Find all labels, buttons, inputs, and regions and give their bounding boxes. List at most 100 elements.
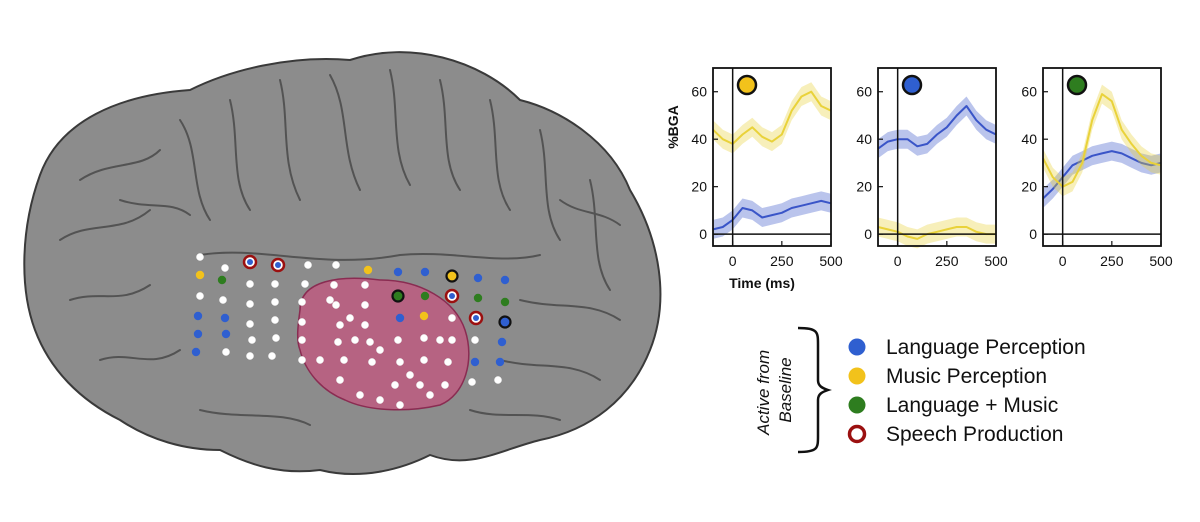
electrode-white [246,280,254,288]
panel-3: 0 20 40 60 0 250 500 [1021,67,1173,269]
electrode-white [248,336,256,344]
x-tick-label: 250 [770,253,794,269]
legend-swatch [848,396,866,414]
electrode-white [376,346,384,354]
electrode-language [497,337,507,347]
series-band [878,217,996,249]
electrode-white [394,336,402,344]
electrode-language-highlight [498,315,512,329]
legend-items: Language Perception Music Perception Langu… [847,336,1086,446]
electrode-language-music [420,291,430,301]
x-tick-label: 250 [1100,253,1124,269]
electrode-language [470,357,480,367]
electrode-white [334,338,342,346]
y-tick-label: 40 [1021,131,1037,147]
legend-item: Language + Music [848,394,1058,417]
y-tick-label: 60 [1021,84,1037,100]
electrode-language-music [473,293,483,303]
electrode-white [330,281,338,289]
electrode-language [395,313,405,323]
electrode-white [268,352,276,360]
x-tick-label: 0 [729,253,737,269]
electrode-white [396,358,404,366]
x-tick-label: 500 [1149,253,1173,269]
y-tick-label: 60 [691,84,707,100]
electrode-language [193,329,203,339]
legend-item: Language Perception [848,336,1086,359]
electrode-music [195,270,205,280]
electrode-white [356,391,364,399]
electrode-white [376,396,384,404]
electrode-white [336,376,344,384]
electrode-white [420,356,428,364]
legend-brace [797,326,832,454]
y-tick-label: 20 [1021,179,1037,195]
electrode-white [361,301,369,309]
y-tick-label: 20 [691,179,707,195]
electrode-white [416,381,424,389]
electrode-white [271,298,279,306]
electrode-white [316,356,324,364]
x-tick-label: 0 [894,253,902,269]
panel-1: 0 20 40 60 0 250 500 %BGA Time (ms) [665,67,843,291]
electrode-language [495,357,505,367]
electrode-white [298,298,306,306]
electrode-language-music-highlight [391,289,405,303]
electrode-language-music [500,297,510,307]
y-axis-title: %BGA [665,105,681,149]
electrode-language [193,311,203,321]
electrode-language [420,267,430,277]
electrode-white [340,356,348,364]
panel-2: 0 20 40 60 0 250 500 [856,67,1008,269]
y-tick-label: 20 [856,179,872,195]
y-tick-label: 0 [1029,226,1037,242]
electrode-music [363,265,373,275]
electrode-white [368,358,376,366]
electrode-white [222,348,230,356]
legend-item: Speech Production [847,423,1063,446]
electrode-speech-core [275,262,281,268]
legend: Active from Baseline Language Perception… [754,326,1086,454]
electrode-white [246,300,254,308]
legend-label: Speech Production [886,423,1063,446]
panel-frame [877,67,997,247]
brain-surface [23,51,662,476]
electrode-white [304,261,312,269]
electrode-white [332,261,340,269]
legend-item: Music Perception [848,365,1047,388]
electrode-white [271,280,279,288]
electrode-white [448,314,456,322]
x-tick-label: 500 [984,253,1008,269]
legend-side-label-line2: Baseline [776,357,795,422]
y-tick-label: 40 [856,131,872,147]
panel-frame [712,67,832,247]
electrode-white [351,336,359,344]
y-tick-label: 60 [856,84,872,100]
legend-swatch-ring [847,424,867,444]
electrode-white [436,336,444,344]
x-tick-label: 250 [935,253,959,269]
x-tick-label: 500 [819,253,843,269]
electrode-white [426,391,434,399]
electrode-white [406,371,414,379]
series-band [1043,84,1161,197]
electrode-white [221,264,229,272]
electrode-language [221,329,231,339]
time-course-panels: 0 20 40 60 0 250 500 %BGA Time (ms) 0 20 40 60 0 250 50… [665,67,1173,291]
series-band [878,96,996,159]
electrode-white [366,338,374,346]
electrode-white [468,378,476,386]
electrode-white [272,334,280,342]
electrode-language [500,275,510,285]
electrode-white [246,320,254,328]
electrode-language [393,267,403,277]
electrode-white [298,336,306,344]
electrode-language [220,313,230,323]
electrode-white [219,296,227,304]
electrode-white [336,321,344,329]
x-axis-title: Time (ms) [729,275,795,291]
x-tick-label: 0 [1059,253,1067,269]
electrode-white [361,321,369,329]
legend-side-label-line1: Active from [754,350,773,436]
